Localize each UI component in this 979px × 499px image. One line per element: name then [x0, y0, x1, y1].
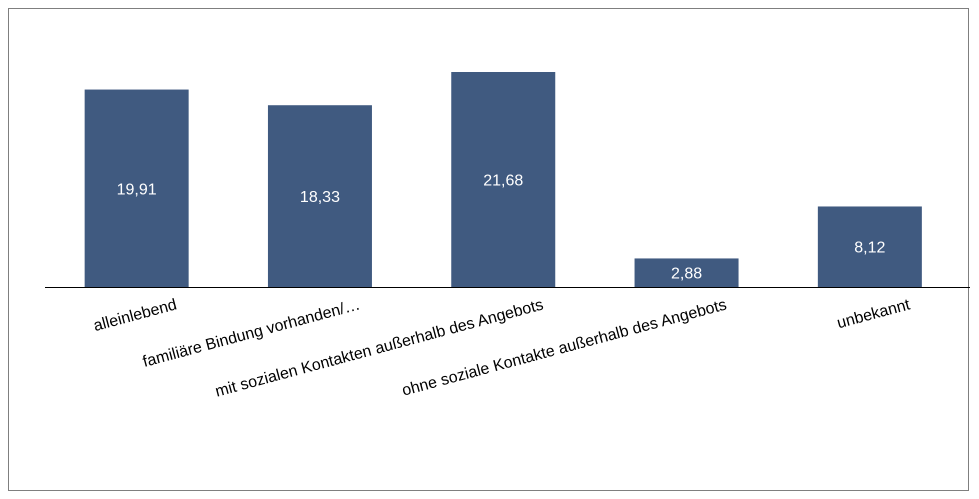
value-label-4: 8,12 [854, 240, 885, 257]
category-label-0: alleinlebend [92, 296, 179, 335]
value-label-3: 2,88 [671, 266, 702, 283]
bar-2 [451, 72, 556, 287]
value-label-1: 18,33 [300, 189, 340, 206]
bar-0 [84, 89, 189, 288]
value-labels-group: 19,91 18,33 21,68 2,88 8,12 [117, 173, 886, 283]
bar-3 [634, 258, 739, 287]
category-label-2: mit sozialen Kontakten außerhalb des Ang… [214, 296, 546, 400]
value-label-2: 21,68 [483, 173, 523, 190]
bars-group [84, 72, 922, 288]
bar-4 [817, 206, 922, 287]
bar-1 [267, 105, 372, 287]
category-label-4: unbekannt [835, 296, 912, 332]
category-label-3: ohne soziale Kontakte außerhalb des Ange… [400, 296, 728, 399]
value-label-0: 19,91 [117, 181, 157, 198]
